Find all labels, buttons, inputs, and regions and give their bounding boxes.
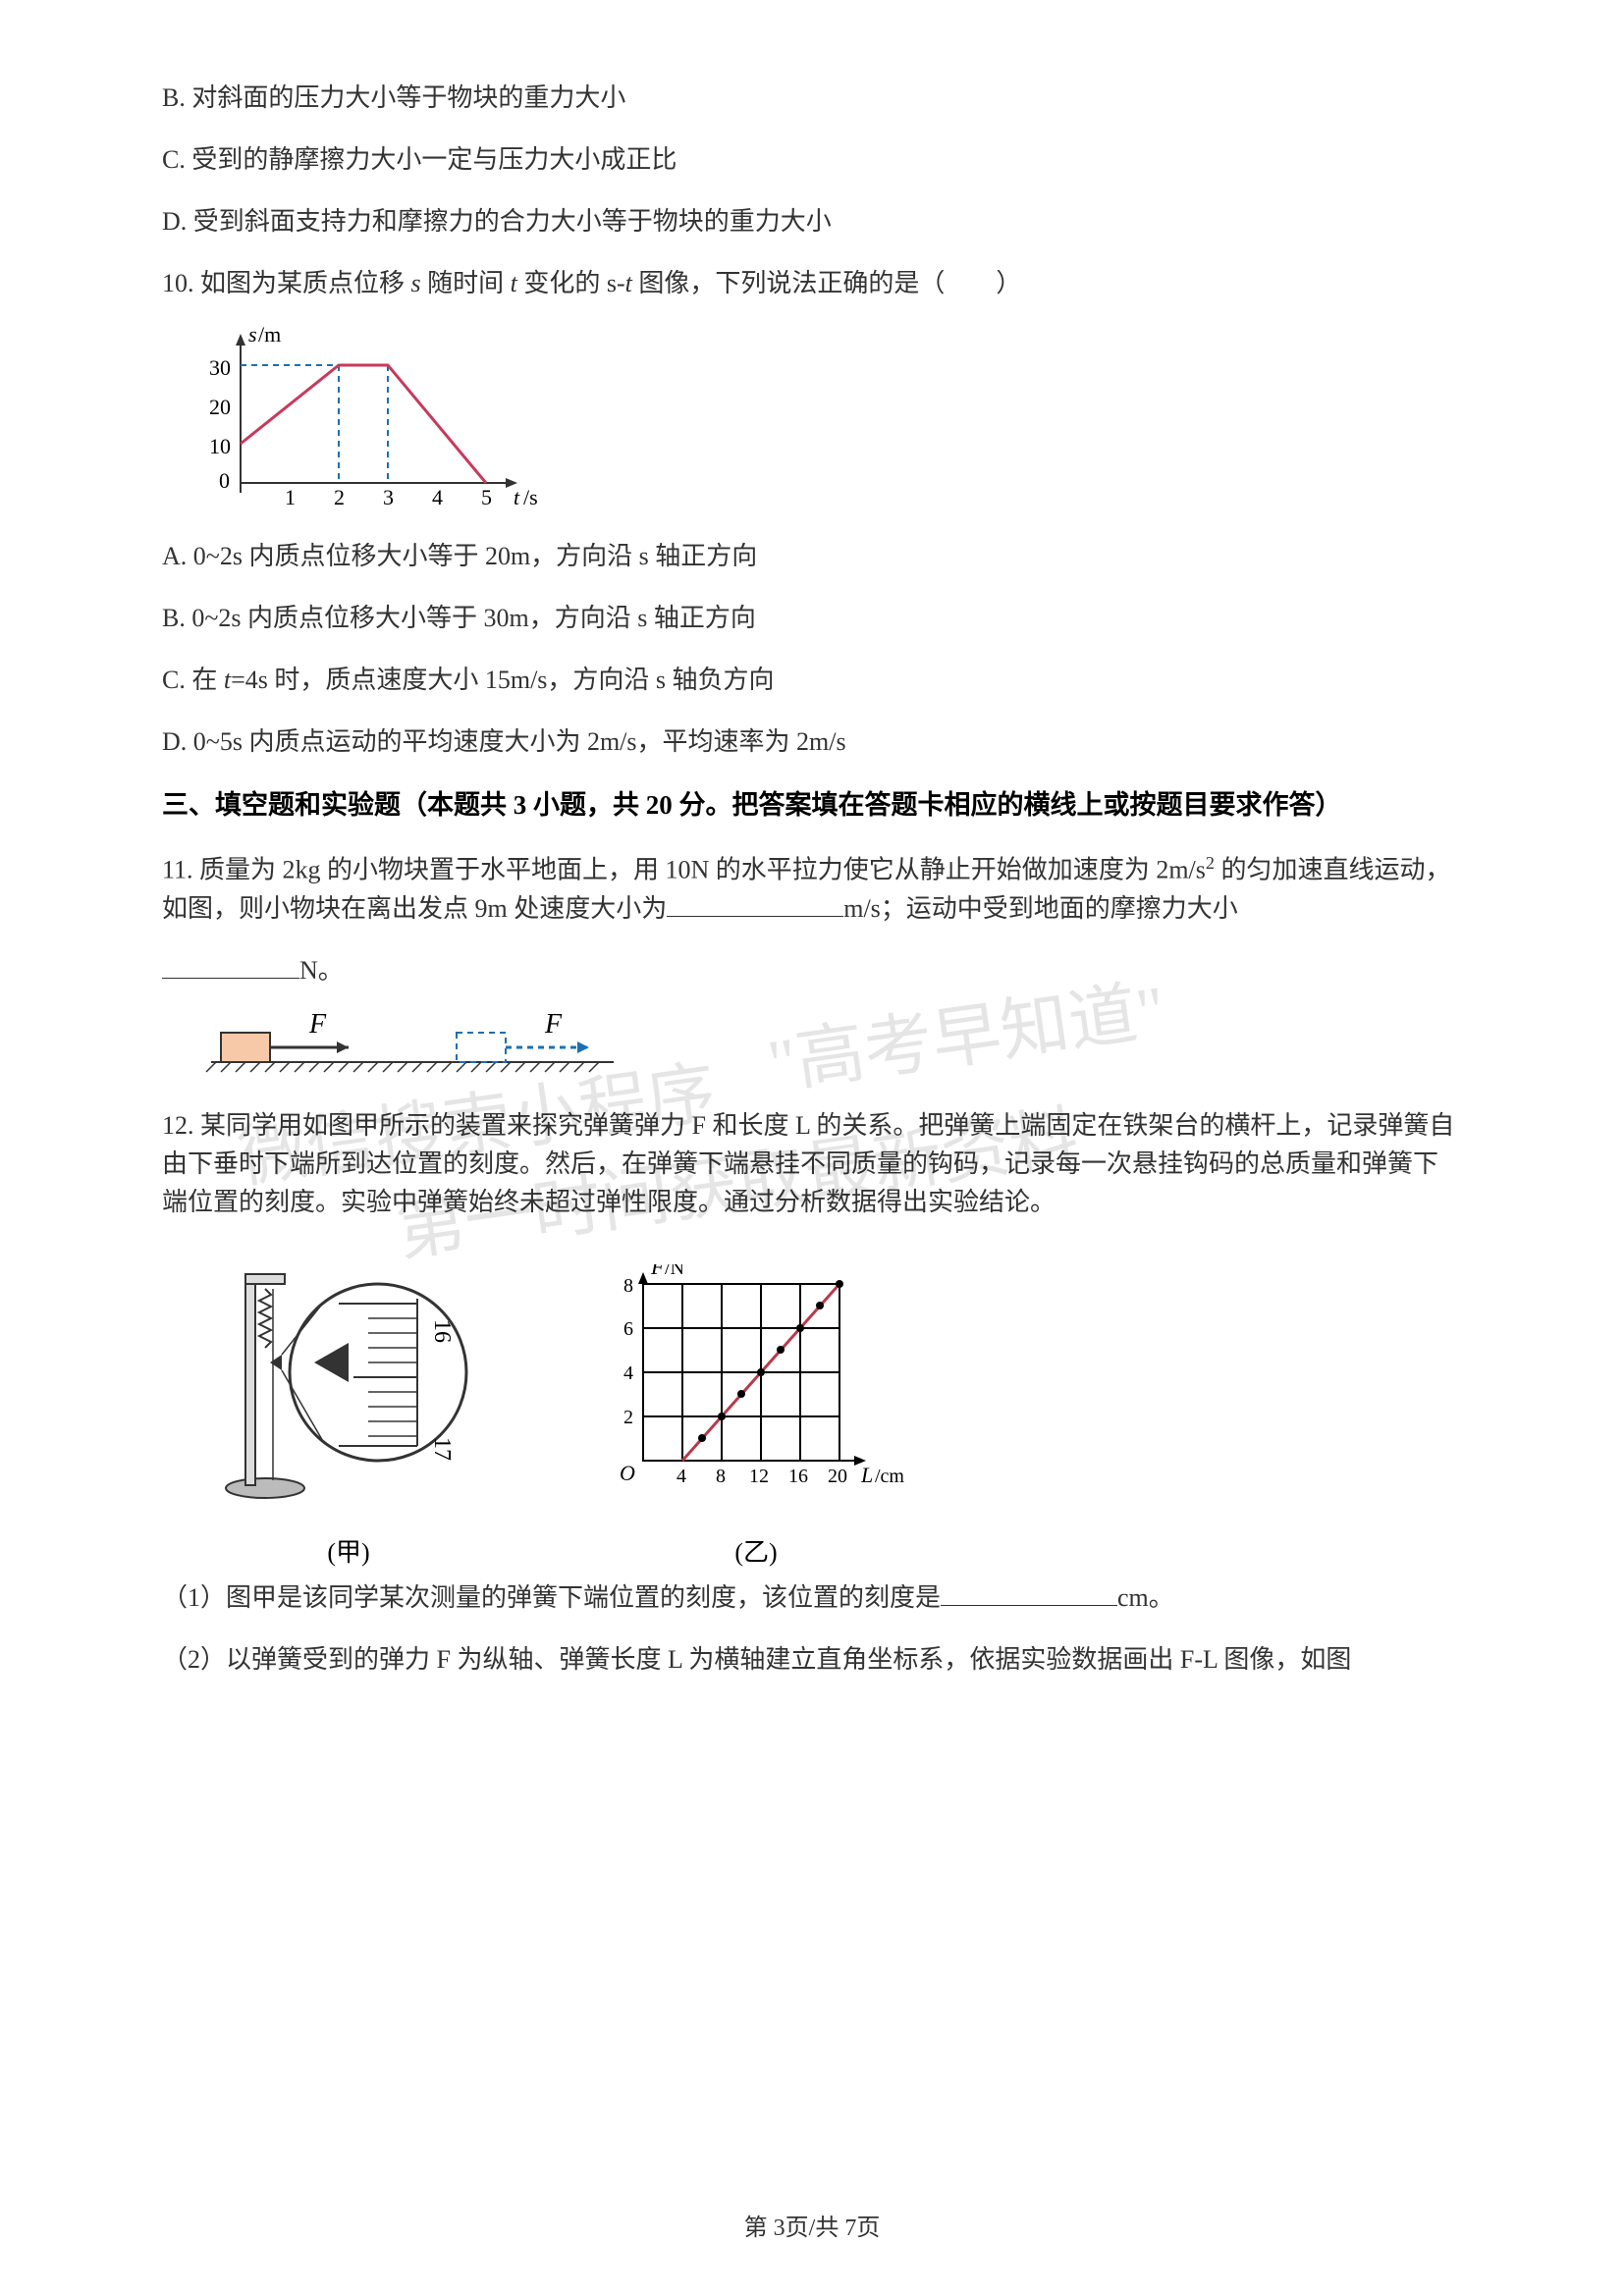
q11-blank-2	[162, 957, 299, 979]
fig-jia-wrap: 16 17 (甲)	[221, 1245, 476, 1569]
svg-text:L: L	[860, 1463, 873, 1487]
svg-text:/N: /N	[665, 1264, 684, 1279]
svg-text:6: 6	[623, 1318, 633, 1340]
svg-text:1: 1	[285, 485, 296, 509]
q10-stem-c: 变化的 s-	[517, 269, 625, 297]
svg-text:17: 17	[429, 1437, 455, 1461]
q11-text: 11. 质量为 2kg 的小物块置于水平地面上，用 10N 的水平拉力使它从静止…	[162, 850, 1462, 928]
q11-text-2: N。	[162, 951, 1462, 989]
svg-text:5: 5	[481, 485, 492, 509]
fig-jia: 16 17	[221, 1245, 476, 1520]
q10-stem-b: 随时间	[421, 269, 511, 297]
q12-sub1: （1）图甲是该同学某次测量的弹簧下端位置的刻度，该位置的刻度是 cm。	[162, 1578, 1462, 1617]
page-footer: 第 3页/共 7页	[0, 2208, 1624, 2242]
option-b: B. 对斜面的压力大小等于物块的重力大小	[162, 79, 1462, 117]
q12-figures: 16 17 (甲)	[221, 1245, 1462, 1569]
q10-opt-c-t: t	[224, 666, 231, 694]
q10-opt-b: B. 0~2s 内质点位移大小等于 30m，方向沿 s 轴正方向	[162, 599, 1462, 637]
svg-text:2: 2	[334, 485, 345, 509]
q10-opt-c-b: =4s 时，质点速度大小 15m/s，方向沿 s 轴负方向	[231, 666, 774, 694]
option-c: C. 受到的静摩擦力大小一定与压力大小成正比	[162, 140, 1462, 179]
section-3-heading: 三、填空题和实验题（本题共 3 小题，共 20 分。把答案填在答题卡相应的横线上…	[162, 784, 1462, 827]
svg-text:/cm: /cm	[875, 1466, 904, 1487]
fig-yi-wrap: 2 4 6 8 4 8 12 16 20 O F /N L /cm	[594, 1264, 918, 1569]
svg-text:4: 4	[677, 1466, 686, 1487]
svg-text:F: F	[308, 1013, 327, 1040]
svg-text:s: s	[248, 326, 257, 347]
q11-a: 11. 质量为 2kg 的小物块置于水平地面上，用 10N 的水平拉力使它从静止…	[162, 856, 1206, 884]
st-chart: 0 10 20 30 1 2 3 4 5 s /m t /s	[201, 326, 1462, 517]
svg-text:20: 20	[828, 1466, 847, 1487]
svg-text:4: 4	[623, 1362, 633, 1384]
fig-yi: 2 4 6 8 4 8 12 16 20 O F /N L /cm	[594, 1264, 918, 1520]
q11-sup: 2	[1206, 853, 1215, 873]
q10-var-s: s	[411, 269, 421, 297]
svg-text:30: 30	[209, 355, 231, 380]
q11-c: m/s；运动中受到地面的摩擦力大小	[843, 894, 1238, 923]
svg-text:O: O	[620, 1461, 635, 1485]
svg-text:8: 8	[716, 1466, 726, 1487]
svg-text:/s: /s	[523, 485, 538, 509]
q10-stem-d: 图像，下列说法正确的是（ ）	[632, 269, 1022, 297]
q10-opt-c: C. 在 t=4s 时，质点速度大小 15m/s，方向沿 s 轴负方向	[162, 661, 1462, 699]
svg-text:2: 2	[623, 1407, 633, 1428]
q12-sub1-blank	[941, 1584, 1117, 1606]
svg-text:12: 12	[749, 1466, 769, 1487]
q12-p1: 12. 某同学用如图甲所示的装置来探究弹簧弹力 F 和长度 L 的关系。把弹簧上…	[162, 1106, 1462, 1221]
q11-blank-1	[667, 895, 843, 917]
q10-opt-a: A. 0~2s 内质点位移大小等于 20m，方向沿 s 轴正方向	[162, 537, 1462, 575]
svg-text:3: 3	[383, 485, 394, 509]
svg-text:0: 0	[219, 468, 230, 493]
q10-stem-a: 10. 如图为某质点位移	[162, 269, 411, 297]
q10-var-t2: t	[625, 269, 632, 297]
svg-text:10: 10	[209, 434, 231, 458]
q12-sub2: （2）以弹簧受到的弹力 F 为纵轴、弹簧长度 L 为横轴建立直角坐标系，依据实验…	[162, 1640, 1462, 1679]
svg-text:20: 20	[209, 395, 231, 419]
q12-sub1-b: cm。	[1117, 1583, 1174, 1612]
q11-d: N。	[299, 956, 344, 985]
option-d: D. 受到斜面支持力和摩擦力的合力大小等于物块的重力大小	[162, 202, 1462, 240]
q10-stem: 10. 如图为某质点位移 s 随时间 t 变化的 s-t 图像，下列说法正确的是…	[162, 264, 1462, 302]
svg-text:16: 16	[788, 1466, 808, 1487]
q12-sub1-a: （1）图甲是该同学某次测量的弹簧下端位置的刻度，该位置的刻度是	[162, 1583, 941, 1612]
svg-text:/m: /m	[258, 326, 281, 347]
svg-text:F: F	[650, 1264, 665, 1279]
q10-opt-c-a: C. 在	[162, 666, 224, 694]
q11-figure: F F	[201, 1013, 1462, 1087]
svg-text:4: 4	[432, 485, 443, 509]
q10-var-t: t	[511, 269, 517, 297]
svg-text:t: t	[514, 485, 520, 509]
svg-text:F: F	[544, 1013, 563, 1040]
q10-opt-d: D. 0~5s 内质点运动的平均速度大小为 2m/s，平均速率为 2m/s	[162, 722, 1462, 761]
fig-yi-cap: (乙)	[594, 1532, 918, 1569]
svg-text:16: 16	[429, 1319, 455, 1343]
svg-text:8: 8	[623, 1275, 633, 1297]
fig-jia-cap: (甲)	[221, 1532, 476, 1569]
